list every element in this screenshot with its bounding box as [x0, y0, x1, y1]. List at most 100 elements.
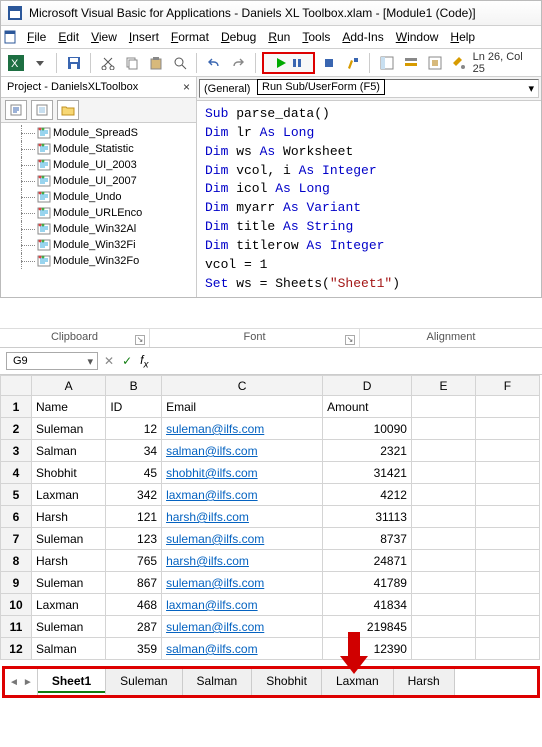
- cell[interactable]: Harsh: [31, 550, 105, 572]
- cancel-icon[interactable]: ✕: [104, 354, 114, 368]
- cell[interactable]: [475, 440, 539, 462]
- cell[interactable]: 10090: [323, 418, 412, 440]
- module-item[interactable]: Module_Win32Fi: [7, 237, 196, 253]
- tab-scroll-buttons[interactable]: ◄►: [5, 669, 38, 695]
- undo-icon[interactable]: [203, 52, 224, 74]
- enter-icon[interactable]: ✓: [122, 354, 132, 368]
- cell[interactable]: 123: [106, 528, 162, 550]
- cell[interactable]: [411, 616, 475, 638]
- module-item[interactable]: Module_Statistic: [7, 141, 196, 157]
- cell[interactable]: [411, 462, 475, 484]
- module-item[interactable]: Module_Win32Fo: [7, 253, 196, 269]
- break-icon[interactable]: [318, 52, 339, 74]
- run-button[interactable]: [262, 52, 316, 74]
- cell[interactable]: Suleman: [31, 616, 105, 638]
- menu-insert[interactable]: Insert: [123, 28, 165, 46]
- tab-salman[interactable]: Salman: [183, 669, 253, 695]
- col-header[interactable]: B: [106, 376, 162, 396]
- email-link[interactable]: salman@ilfs.com: [166, 642, 258, 656]
- tab-suleman[interactable]: Suleman: [106, 669, 182, 695]
- cell[interactable]: [475, 616, 539, 638]
- menu-help[interactable]: Help: [444, 28, 481, 46]
- close-icon[interactable]: ×: [183, 80, 190, 94]
- cut-icon[interactable]: [97, 52, 118, 74]
- cell[interactable]: [475, 638, 539, 660]
- module-item[interactable]: Module_UI_2007: [7, 173, 196, 189]
- cell[interactable]: 31421: [323, 462, 412, 484]
- menu-run[interactable]: Run: [262, 28, 296, 46]
- redo-icon[interactable]: [227, 52, 248, 74]
- cell[interactable]: 867: [106, 572, 162, 594]
- cell[interactable]: 12: [106, 418, 162, 440]
- cell[interactable]: 8737: [323, 528, 412, 550]
- view-object-icon[interactable]: [31, 100, 53, 120]
- view-code-icon[interactable]: [5, 100, 27, 120]
- cell[interactable]: [411, 396, 475, 418]
- cell[interactable]: [475, 506, 539, 528]
- cell[interactable]: suleman@ilfs.com: [162, 572, 323, 594]
- dropdown-icon[interactable]: [29, 52, 50, 74]
- row-header[interactable]: 6: [1, 506, 32, 528]
- tab-shobhit[interactable]: Shobhit: [252, 669, 322, 695]
- cell[interactable]: laxman@ilfs.com: [162, 594, 323, 616]
- cell[interactable]: Laxman: [31, 594, 105, 616]
- dialog-launcher-icon[interactable]: ↘: [345, 335, 355, 345]
- cell[interactable]: Salman: [31, 638, 105, 660]
- menu-debug[interactable]: Debug: [215, 28, 262, 46]
- excel-icon[interactable]: X: [5, 52, 26, 74]
- cell[interactable]: Name: [31, 396, 105, 418]
- row-header[interactable]: 4: [1, 462, 32, 484]
- cell[interactable]: [411, 550, 475, 572]
- email-link[interactable]: suleman@ilfs.com: [166, 532, 264, 546]
- cell[interactable]: ID: [106, 396, 162, 418]
- menu-tools[interactable]: Tools: [296, 28, 336, 46]
- row-header[interactable]: 7: [1, 528, 32, 550]
- tab-sheet1[interactable]: Sheet1: [38, 669, 106, 695]
- cell[interactable]: Email: [162, 396, 323, 418]
- cell[interactable]: [475, 484, 539, 506]
- col-header[interactable]: E: [411, 376, 475, 396]
- cell[interactable]: Laxman: [31, 484, 105, 506]
- cell[interactable]: harsh@ilfs.com: [162, 506, 323, 528]
- module-item[interactable]: Module_Win32Al: [7, 221, 196, 237]
- cell[interactable]: Harsh: [31, 506, 105, 528]
- cell[interactable]: [475, 396, 539, 418]
- menu-format[interactable]: Format: [165, 28, 215, 46]
- email-link[interactable]: salman@ilfs.com: [166, 444, 258, 458]
- cell[interactable]: harsh@ilfs.com: [162, 550, 323, 572]
- cell[interactable]: 287: [106, 616, 162, 638]
- module-item[interactable]: Module_Undo: [7, 189, 196, 205]
- paste-icon[interactable]: [145, 52, 166, 74]
- find-icon[interactable]: [169, 52, 190, 74]
- module-item[interactable]: Module_UI_2003: [7, 157, 196, 173]
- cell[interactable]: suleman@ilfs.com: [162, 418, 323, 440]
- cell[interactable]: [475, 528, 539, 550]
- email-link[interactable]: harsh@ilfs.com: [166, 510, 249, 524]
- row-header[interactable]: 8: [1, 550, 32, 572]
- module-item[interactable]: Module_SpreadS: [7, 125, 196, 141]
- cell[interactable]: [475, 572, 539, 594]
- copy-icon[interactable]: [121, 52, 142, 74]
- cell[interactable]: Suleman: [31, 572, 105, 594]
- cell[interactable]: Amount: [323, 396, 412, 418]
- toolbox-icon[interactable]: [448, 52, 469, 74]
- row-header[interactable]: 10: [1, 594, 32, 616]
- cell[interactable]: suleman@ilfs.com: [162, 528, 323, 550]
- cell[interactable]: 121: [106, 506, 162, 528]
- cell[interactable]: shobhit@ilfs.com: [162, 462, 323, 484]
- col-header[interactable]: F: [475, 376, 539, 396]
- cell[interactable]: 765: [106, 550, 162, 572]
- menu-view[interactable]: View: [85, 28, 123, 46]
- cell[interactable]: 468: [106, 594, 162, 616]
- email-link[interactable]: laxman@ilfs.com: [166, 598, 258, 612]
- cell[interactable]: 359: [106, 638, 162, 660]
- cell[interactable]: [411, 484, 475, 506]
- row-header[interactable]: 3: [1, 440, 32, 462]
- code-editor[interactable]: Sub parse_data() Dim lr As Long Dim ws A…: [197, 101, 541, 297]
- col-header[interactable]: D: [323, 376, 412, 396]
- cell[interactable]: 4212: [323, 484, 412, 506]
- cell[interactable]: salman@ilfs.com: [162, 440, 323, 462]
- name-box[interactable]: G9: [6, 352, 98, 370]
- email-link[interactable]: suleman@ilfs.com: [166, 576, 264, 590]
- email-link[interactable]: shobhit@ilfs.com: [166, 466, 258, 480]
